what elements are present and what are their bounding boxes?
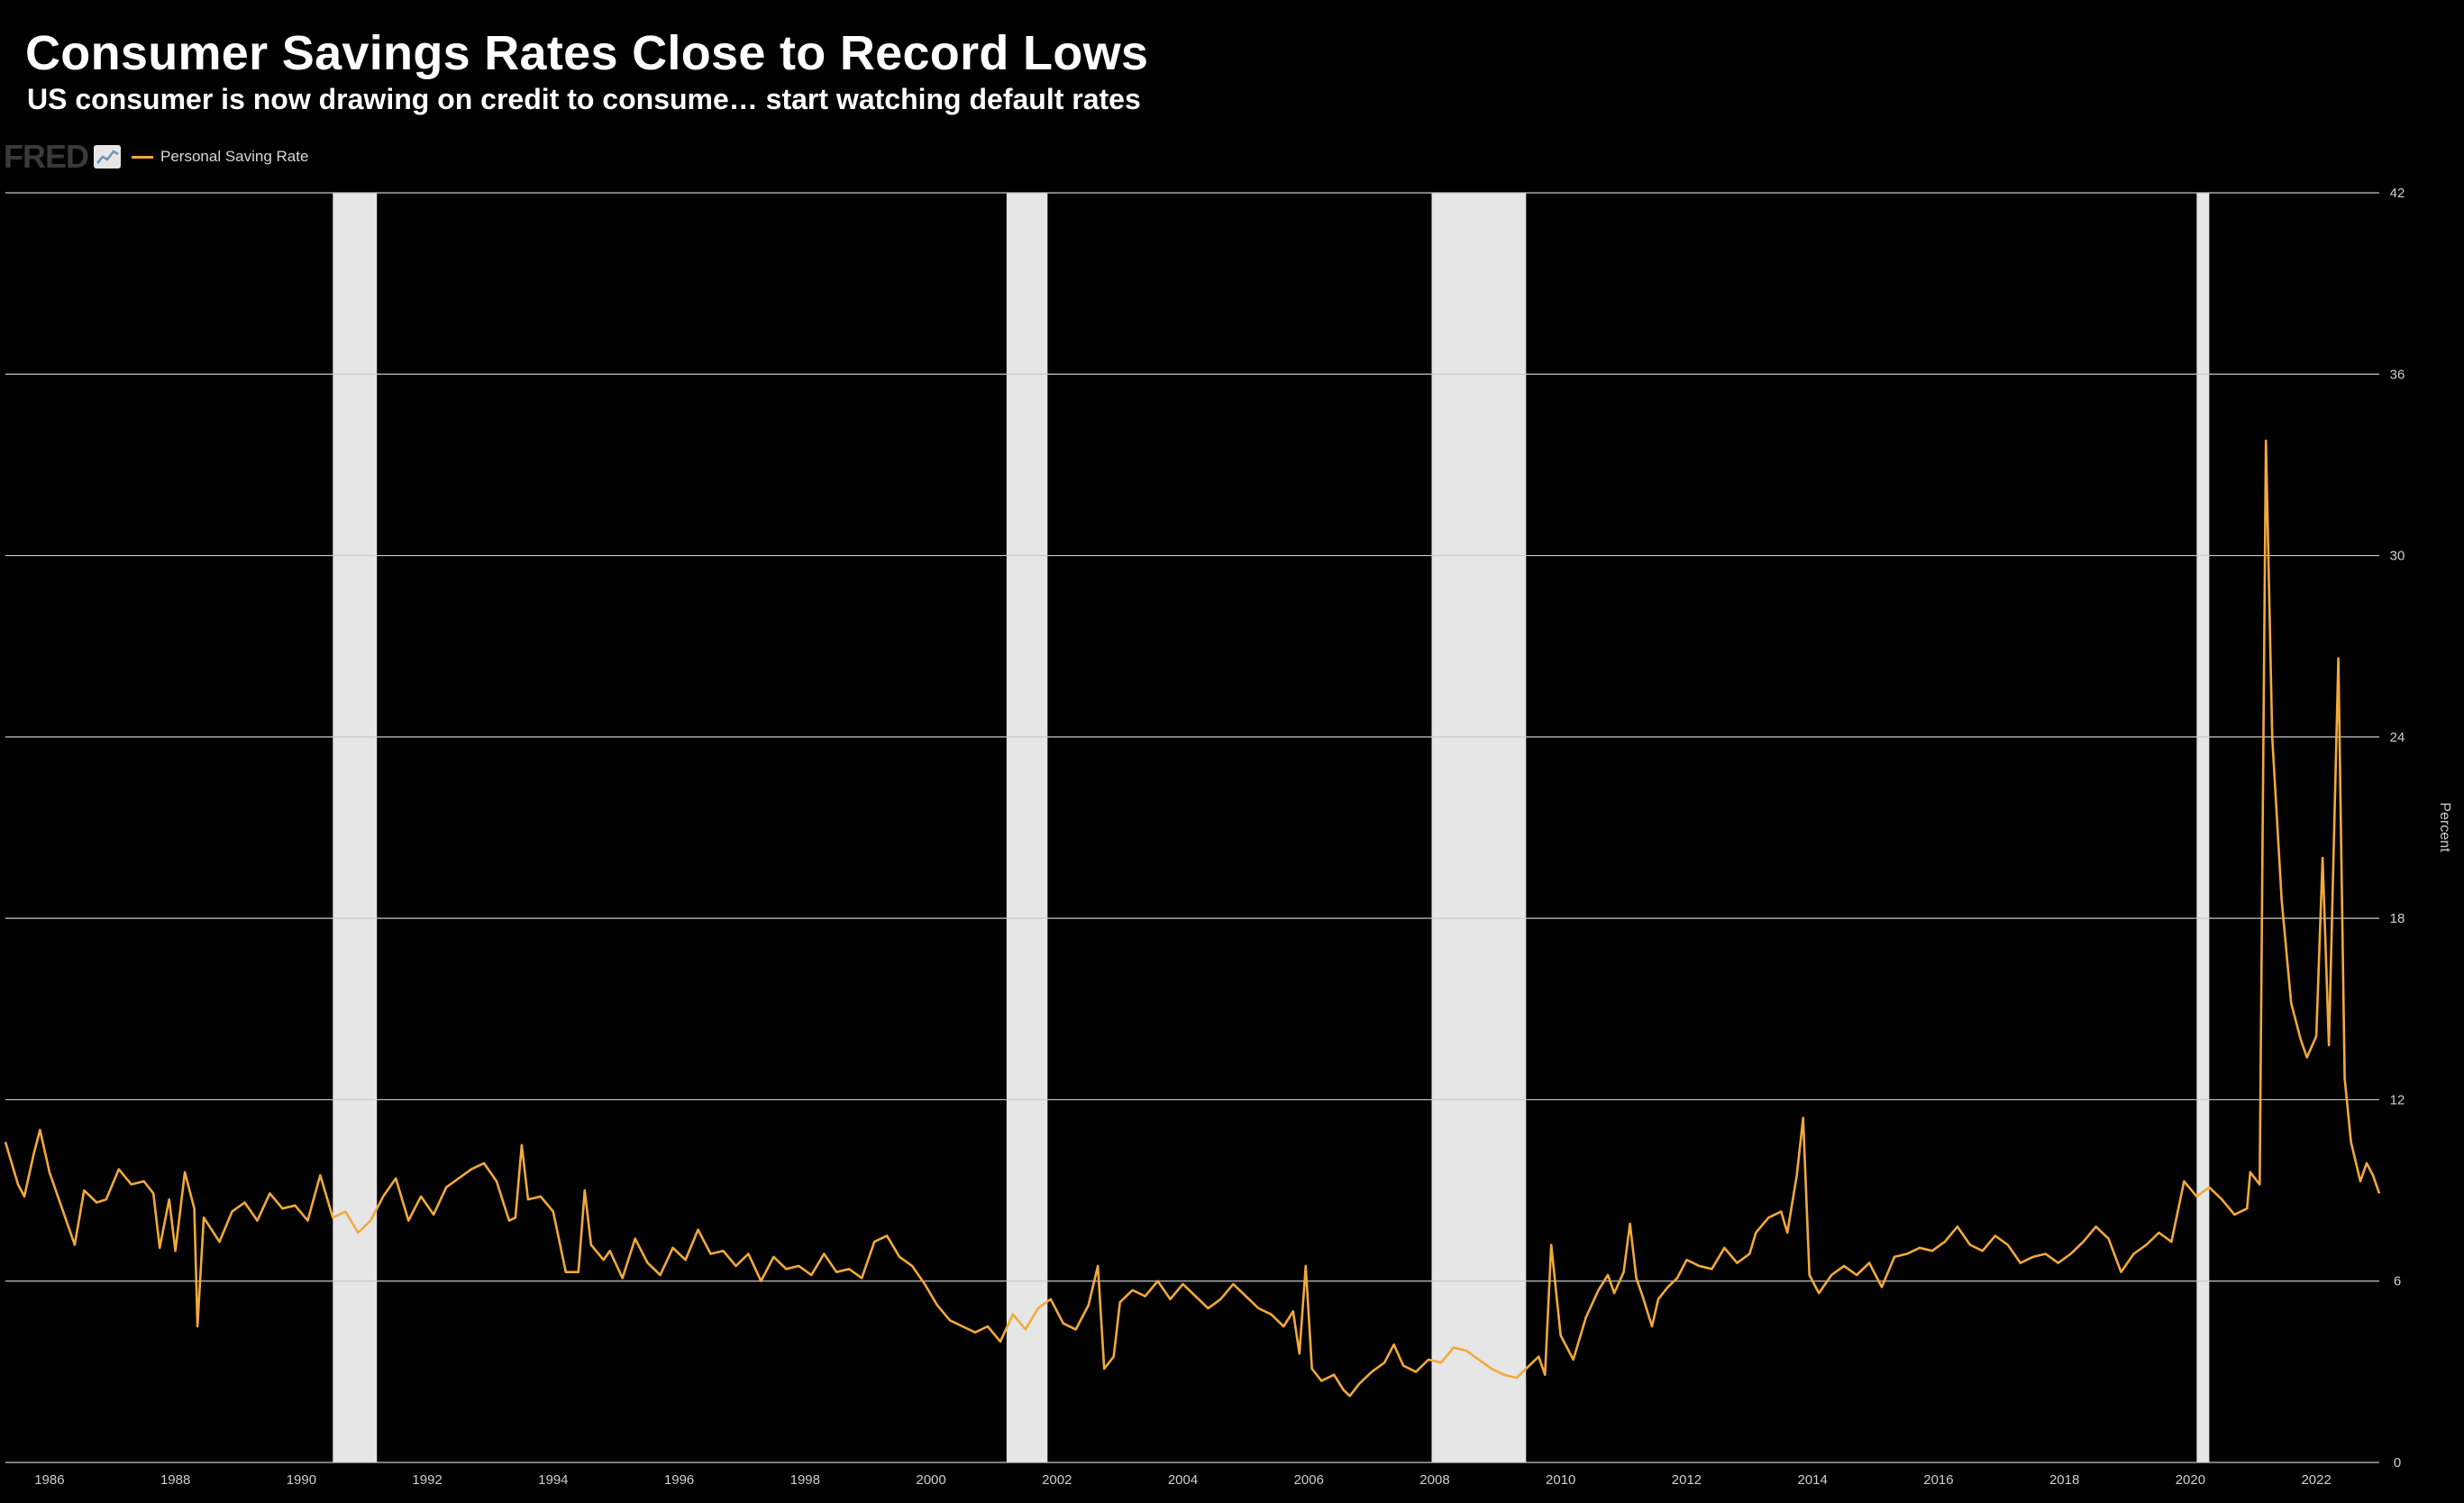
x-tick-label: 1986 (34, 1472, 64, 1488)
chart-subtitle: US consumer is now drawing on credit to … (27, 83, 1141, 115)
y-tick-label: 36 (2390, 367, 2405, 382)
x-tick-label: 1990 (287, 1472, 316, 1488)
recession-band-1 (333, 193, 378, 1462)
series-lines (4, 439, 2381, 1398)
recession-bands (333, 193, 2210, 1462)
x-tick-label: 1994 (538, 1472, 568, 1488)
x-tick-label: 2022 (2301, 1472, 2331, 1488)
x-tick-label: 2020 (2176, 1472, 2205, 1488)
x-tick-label: 2012 (1672, 1472, 1702, 1488)
y-tick-label: 42 (2390, 186, 2405, 201)
y-tick-label: 12 (2390, 1092, 2405, 1107)
recession-band-3 (1431, 193, 1527, 1462)
x-tick-label: 2006 (1294, 1472, 1324, 1488)
y-tick-label: 24 (2390, 730, 2405, 745)
legend-label: Personal Saving Rate (160, 148, 309, 165)
y-axis-label: Percent (2437, 802, 2452, 852)
y-axis-ticks: 0 6 12 18 24 30 36 42 (2390, 186, 2405, 1471)
chart-line-icon (94, 145, 121, 169)
y-tick-label: 18 (2390, 911, 2405, 926)
recession-band-2 (1006, 193, 1048, 1462)
chart-title: Consumer Savings Rates Close to Record L… (25, 26, 1149, 80)
y-tick-label: 0 (2394, 1455, 2401, 1471)
y-tick-label: 30 (2390, 549, 2405, 564)
x-tick-label: 2016 (1923, 1472, 1953, 1488)
x-tick-label: 1998 (790, 1472, 820, 1488)
x-tick-label: 2000 (916, 1472, 945, 1488)
x-axis-ticks: 1986 1988 1990 1992 1994 1996 1998 2000 2002 2004… (34, 1472, 2332, 1488)
x-tick-label: 2010 (1546, 1472, 1575, 1488)
x-tick-label: 2014 (1798, 1472, 1828, 1488)
y-tick-label: 6 (2394, 1274, 2401, 1289)
legend: FRED Personal Saving Rate (4, 138, 309, 175)
x-tick-label: 2018 (2049, 1472, 2079, 1488)
gridlines (5, 192, 2379, 1463)
x-tick-label: 1988 (160, 1472, 190, 1488)
recession-band-4 (2196, 193, 2210, 1462)
legend-swatch (132, 155, 153, 159)
x-tick-label: 2008 (1419, 1472, 1449, 1488)
x-tick-label: 2002 (1042, 1472, 1072, 1488)
x-tick-label: 2004 (1168, 1472, 1198, 1488)
fred-logo: FRED (4, 138, 89, 175)
x-tick-label: 1996 (664, 1472, 694, 1488)
x-tick-label: 1992 (412, 1472, 442, 1488)
series-line-1 (4, 439, 2381, 1398)
